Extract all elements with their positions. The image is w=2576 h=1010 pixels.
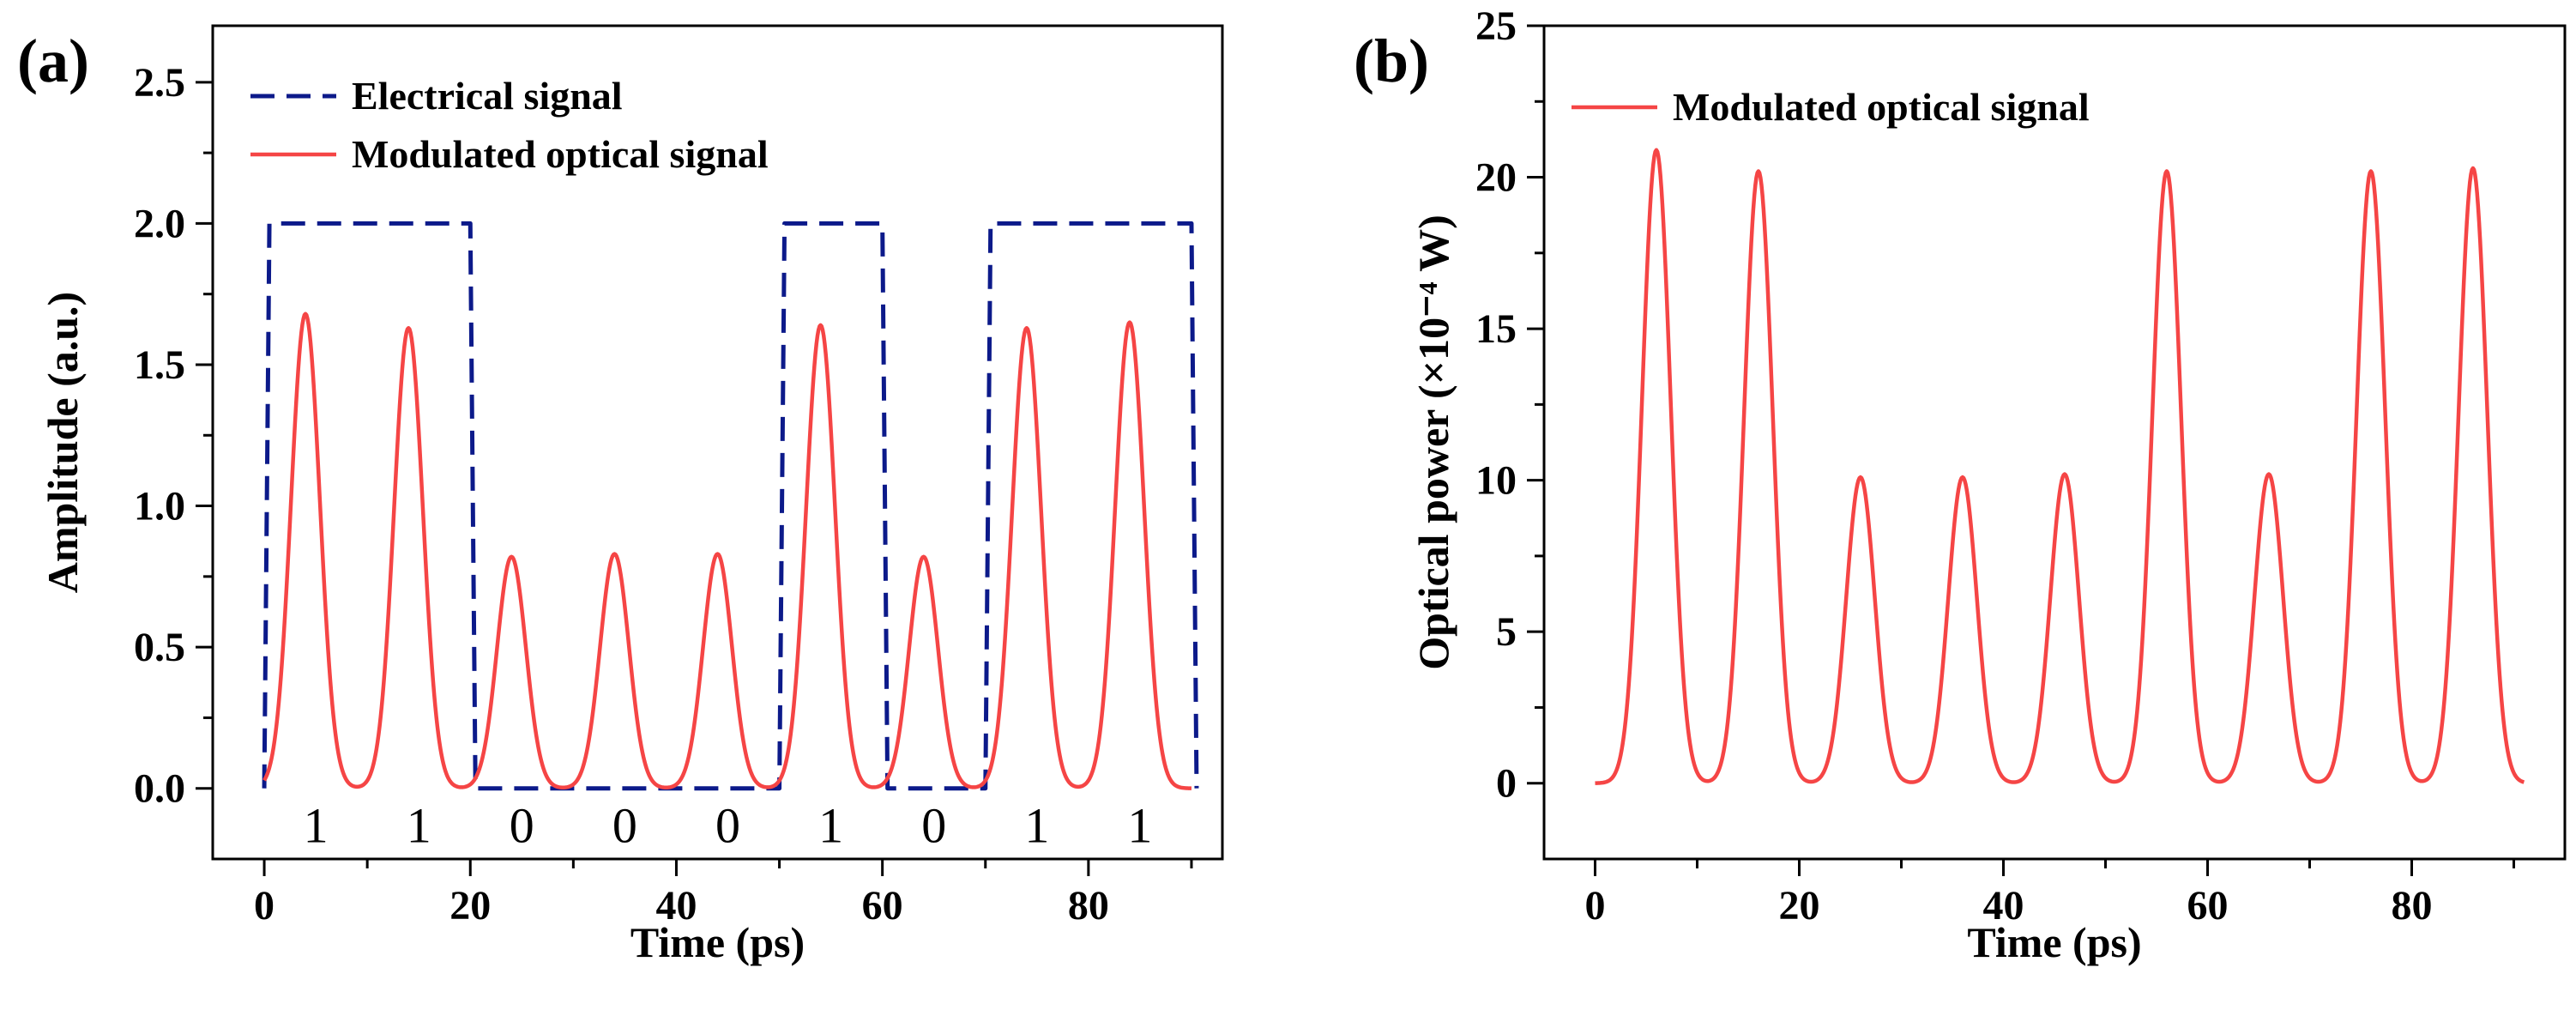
y-tick-label-b: 0 xyxy=(1496,761,1517,807)
legend-label-a: Electrical signal xyxy=(352,74,623,118)
x-tick-label-a: 20 xyxy=(449,883,491,928)
bit-label: 1 xyxy=(1024,798,1049,854)
y-tick-label-a: 2.5 xyxy=(134,60,185,106)
y-tick-label-a: 2.0 xyxy=(134,201,185,246)
x-axis-title-b: Time (ps) xyxy=(1967,918,2141,966)
plot-area-b xyxy=(1542,24,2567,861)
series-b-optical xyxy=(1594,148,2525,785)
bit-label: 0 xyxy=(921,798,946,854)
y-tick-label-b: 15 xyxy=(1475,306,1517,352)
legend-label-b: Modulated optical signal xyxy=(1673,85,2090,129)
bit-label: 0 xyxy=(715,798,740,854)
y-tick-label-a: 0.5 xyxy=(134,625,185,670)
bit-label: 0 xyxy=(510,798,534,854)
panel-b-label: (b) xyxy=(1354,27,1429,95)
x-tick-label-b: 20 xyxy=(1779,883,1820,928)
y-tick-label-b: 25 xyxy=(1475,3,1517,49)
legend-label-a: Modulated optical signal xyxy=(352,132,769,176)
y-axis-title-a: Amplitude (a.u.) xyxy=(39,292,87,593)
y-tick-label-b: 5 xyxy=(1496,609,1517,655)
bit-label: 0 xyxy=(612,798,637,854)
x-tick-label-b: 60 xyxy=(2187,883,2229,928)
y-tick-label-a: 1.0 xyxy=(134,484,185,529)
x-tick-label-b: 0 xyxy=(1585,883,1606,928)
panel-b: (b) 0 20 40 60 80 0 5 10 15 20 25 Time (ps) Optical … xyxy=(1354,3,2567,966)
x-axis-title-a: Time (ps) xyxy=(630,918,805,966)
bit-label: 1 xyxy=(304,798,329,854)
series-a-electrical xyxy=(262,221,1199,791)
x-tick-label-a: 40 xyxy=(655,883,697,928)
x-tick-label-a: 80 xyxy=(1068,883,1109,928)
bit-label: 1 xyxy=(407,798,431,854)
y-tick-label-a: 1.5 xyxy=(134,342,185,388)
y-tick-label-b: 20 xyxy=(1475,155,1517,201)
bit-label: 1 xyxy=(1127,798,1152,854)
panel-a: (a) 0 20 40 60 80 0.0 0.5 1.0 1.5 2.0 2.5 Time (ps)… xyxy=(17,24,1224,966)
y-tick-label-a: 0.0 xyxy=(134,766,185,812)
series-a-optical xyxy=(262,311,1193,790)
plot-area-a xyxy=(211,24,1224,861)
x-tick-label-a: 0 xyxy=(254,883,274,928)
y-tick-label-b: 10 xyxy=(1475,458,1517,504)
x-tick-label-b: 40 xyxy=(1983,883,2024,928)
bit-label: 1 xyxy=(818,798,843,854)
x-tick-label-b: 80 xyxy=(2392,883,2433,928)
x-tick-label-a: 60 xyxy=(862,883,903,928)
y-axis-title-b: Optical power (×10⁻⁴ W) xyxy=(1409,215,1457,670)
panel-a-label: (a) xyxy=(17,27,89,95)
